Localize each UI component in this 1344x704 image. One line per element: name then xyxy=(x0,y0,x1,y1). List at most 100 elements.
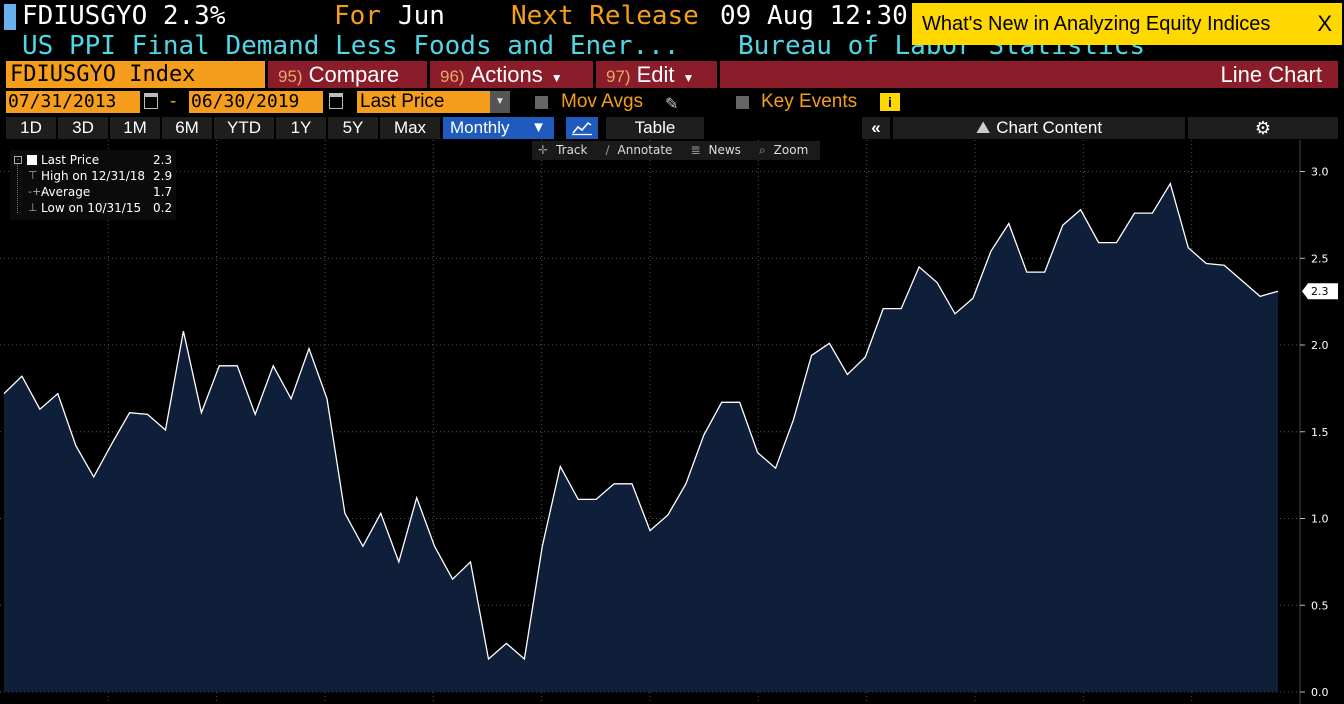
collapse-icon[interactable]: « xyxy=(862,117,890,139)
mov-avgs-checkbox[interactable] xyxy=(535,96,548,109)
news-tool[interactable]: ≣ News xyxy=(684,141,753,160)
compare-label: Compare xyxy=(308,62,400,87)
legend-low: ⊥ Low on 10/31/15 0.2 xyxy=(10,200,176,216)
chevron-down-icon: ▼ xyxy=(531,119,546,136)
pencil-icon[interactable]: ✎ xyxy=(665,96,679,113)
y-tick-label: 0.0 xyxy=(1311,686,1329,699)
legend-last-label: Last Price xyxy=(41,153,100,167)
legend-avg-value: 1.7 xyxy=(153,185,173,199)
legend-avg-label: Average xyxy=(41,185,91,199)
frequency-label: Monthly xyxy=(450,118,510,137)
header-marker xyxy=(4,4,16,30)
line-chart-icon xyxy=(572,121,592,136)
calendar-icon[interactable] xyxy=(329,93,343,109)
range-1m[interactable]: 1M xyxy=(110,117,160,139)
key-events-label[interactable]: Key Events xyxy=(761,91,858,112)
zoom-tool[interactable]: ⌕ Zoom xyxy=(753,141,820,160)
last-value-label: 2.3 xyxy=(1311,285,1329,298)
compare-button[interactable]: 95) Compare xyxy=(268,61,427,88)
actions-button[interactable]: 96) Actions ▼ xyxy=(430,61,593,88)
price-chart[interactable]: 0.0 0.5 1.0 1.5 2.0 2.5 3.0 2.3 xyxy=(0,140,1344,704)
calendar-icon[interactable] xyxy=(144,93,158,109)
crosshair-icon: ✛ xyxy=(538,143,549,157)
security-field[interactable]: FDIUSGYO Index xyxy=(6,61,265,88)
range-bar: 1D 3D 1M 6M YTD 1Y 5Y Max Monthly ▼ Tabl… xyxy=(0,116,1344,140)
table-button[interactable]: Table xyxy=(606,117,704,139)
range-ytd[interactable]: YTD xyxy=(214,117,274,139)
actions-number: 96) xyxy=(440,67,465,86)
security-description: US PPI Final Demand Less Foods and Ener.… xyxy=(22,31,680,61)
mov-avgs-label[interactable]: Mov Avgs xyxy=(561,91,644,112)
annotate-tool[interactable]: ∕ Annotate xyxy=(599,141,684,160)
chart-tools: ✛ Track ∕ Annotate ≣ News ⌕ Zoom xyxy=(532,141,821,160)
ticker-line: FDIUSGYO 2.3% xyxy=(22,1,226,31)
for-label: For xyxy=(334,1,381,31)
legend-high: ⊤ High on 12/31/18 2.9 xyxy=(10,168,176,184)
edit-button[interactable]: 97) Edit ▼ xyxy=(596,61,717,88)
chart-type-label: Line Chart xyxy=(720,61,1338,88)
chart-legend: - Last Price 2.3 ⊤ High on 12/31/18 2.9 … xyxy=(10,150,176,220)
y-tick-label: 2.0 xyxy=(1311,339,1329,352)
low-marker-icon: ⊥ xyxy=(28,201,38,214)
legend-last-price[interactable]: - Last Price 2.3 xyxy=(10,152,176,168)
series-line xyxy=(3,181,1279,661)
track-tool[interactable]: ✛ Track xyxy=(532,141,599,160)
track-label: Track xyxy=(556,143,588,157)
range-6m[interactable]: 6M xyxy=(162,117,212,139)
series-area xyxy=(4,183,1278,692)
y-tick-label: 1.5 xyxy=(1311,426,1329,439)
compare-number: 95) xyxy=(278,67,303,86)
next-release-label: Next Release xyxy=(511,1,699,31)
line-chart-button[interactable] xyxy=(566,117,598,139)
zoom-label: Zoom xyxy=(773,143,809,157)
series-swatch xyxy=(27,155,37,165)
date-range-bar: 07/31/2013 - 06/30/2019 Last Price ▼ Mov… xyxy=(0,90,1344,114)
end-date-input[interactable]: 06/30/2019 xyxy=(189,91,323,113)
chart-content-icon: ⛰ xyxy=(975,118,991,137)
y-axis: 0.0 0.5 1.0 1.5 2.0 2.5 3.0 xyxy=(1300,166,1329,699)
range-1d[interactable]: 1D xyxy=(6,117,56,139)
gear-icon[interactable]: ⚙ xyxy=(1188,117,1338,139)
range-3d[interactable]: 3D xyxy=(58,117,108,139)
legend-low-label: Low on 10/31/15 xyxy=(41,201,142,215)
legend-last-value: 2.3 xyxy=(153,153,173,167)
news-label: News xyxy=(708,143,741,157)
pen-icon: ∕ xyxy=(605,143,610,157)
y-tick-label: 1.0 xyxy=(1311,513,1329,526)
next-release-value: 09 Aug 12:30 xyxy=(720,1,908,31)
news-icon: ≣ xyxy=(690,143,701,157)
legend-average: -+- Average 1.7 xyxy=(10,184,176,200)
frequency-select[interactable]: Monthly ▼ xyxy=(443,117,554,139)
legend-low-value: 0.2 xyxy=(153,201,173,215)
legend-high-value: 2.9 xyxy=(153,169,173,183)
range-1y[interactable]: 1Y xyxy=(276,117,326,139)
info-icon[interactable]: i xyxy=(880,93,900,111)
collapse-legend-icon[interactable]: - xyxy=(14,156,22,164)
key-events-checkbox[interactable] xyxy=(736,96,749,109)
for-value: Jun xyxy=(398,1,445,31)
security-header: FDIUSGYO 2.3% For Jun Next Release 09 Au… xyxy=(0,0,1344,32)
legend-tree-line xyxy=(17,163,18,213)
chart-content-button[interactable]: ⛰ Chart Content xyxy=(893,117,1185,139)
close-icon[interactable]: X xyxy=(1317,11,1332,36)
edit-label: Edit xyxy=(636,62,675,87)
chevron-down-icon[interactable]: ▼ xyxy=(490,91,510,113)
y-tick-label: 3.0 xyxy=(1311,166,1329,179)
chart-content-label: Chart Content xyxy=(996,118,1103,137)
y-tick-label: 0.5 xyxy=(1311,599,1329,612)
y-tick-label: 2.5 xyxy=(1311,252,1329,265)
date-separator: - xyxy=(170,91,177,112)
edit-number: 97) xyxy=(606,67,631,86)
start-date-input[interactable]: 07/31/2013 xyxy=(6,91,140,113)
field-select[interactable]: Last Price xyxy=(357,91,490,113)
magnifier-icon: ⌕ xyxy=(758,143,766,157)
whats-new-banner[interactable]: What's New in Analyzing Equity Indices X xyxy=(912,3,1342,45)
chevron-down-icon: ▼ xyxy=(682,71,695,85)
annotate-label: Annotate xyxy=(617,143,673,157)
range-5y[interactable]: 5Y xyxy=(328,117,378,139)
actions-label: Actions xyxy=(470,62,543,87)
chevron-down-icon: ▼ xyxy=(550,71,563,85)
last-value-tag xyxy=(1302,283,1338,300)
range-max[interactable]: Max xyxy=(380,117,440,139)
whats-new-text[interactable]: What's New in Analyzing Equity Indices xyxy=(922,13,1271,35)
